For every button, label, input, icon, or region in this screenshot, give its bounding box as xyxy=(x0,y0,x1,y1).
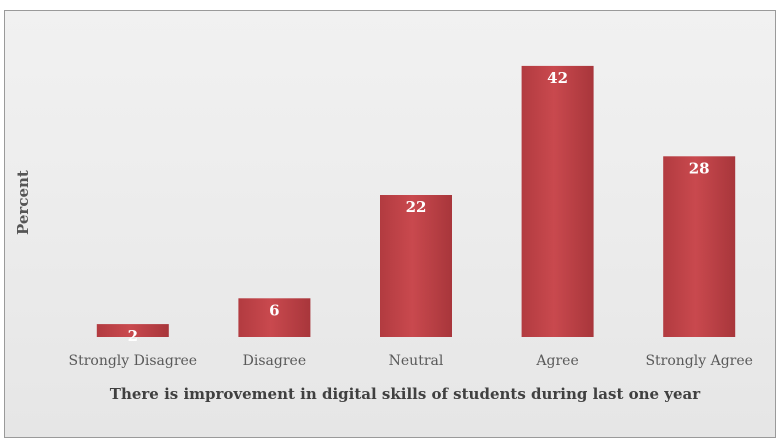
x-tick-label: Strongly Disagree xyxy=(68,353,197,369)
data-label: 42 xyxy=(547,69,568,87)
y-axis-label: Percent xyxy=(14,170,32,235)
data-label: 28 xyxy=(689,159,710,177)
x-tick-label: Neutral xyxy=(389,353,444,369)
data-label: 6 xyxy=(269,301,279,319)
bar-strongly-disagree xyxy=(96,324,169,337)
x-axis-title: There is improvement in digital skills o… xyxy=(109,385,701,403)
bar-disagree xyxy=(238,298,311,337)
x-tick-label: Disagree xyxy=(243,353,306,369)
data-label: 2 xyxy=(128,327,138,345)
chart-container: 2 6 22 42 28 Strongly Disagree Disagree Neutra… xyxy=(4,10,776,438)
bar-chart: 2 6 22 42 28 Strongly Disagree Disagree Neutra… xyxy=(68,65,753,369)
x-tick-label: Strongly Agree xyxy=(645,353,753,369)
x-tick-label: Agree xyxy=(535,353,578,369)
bar-agree xyxy=(521,65,594,338)
bar-neutral xyxy=(380,195,452,337)
bar-strongly-agree xyxy=(663,156,736,337)
data-label: 22 xyxy=(406,198,427,216)
